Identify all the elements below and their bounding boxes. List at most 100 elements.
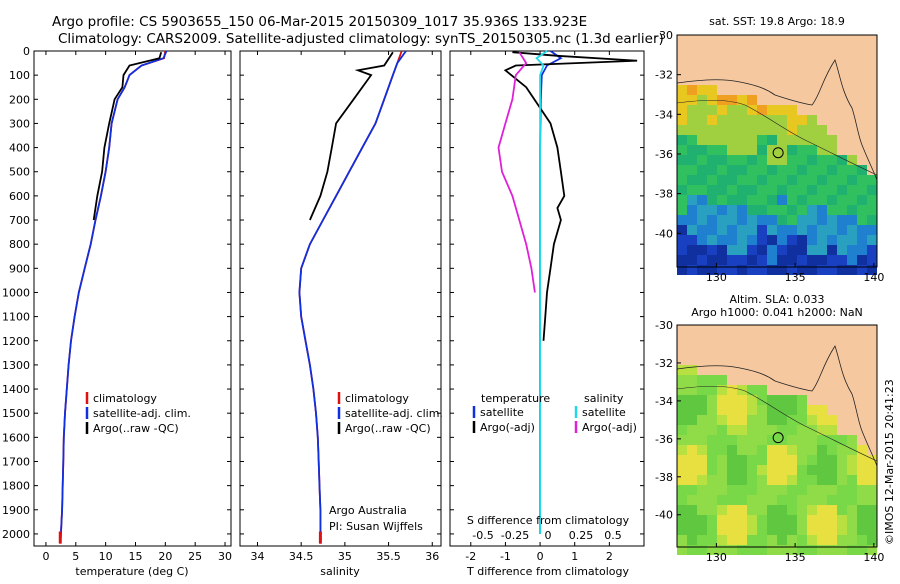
map-cell [677, 255, 687, 265]
map-cell [767, 535, 777, 545]
map-cell [747, 245, 757, 255]
map-cell [677, 245, 687, 255]
map-cell [867, 485, 877, 495]
map-cell [687, 445, 697, 455]
map-cell [717, 495, 727, 505]
map-cell [747, 155, 757, 165]
map-cell [687, 525, 697, 535]
map-cell [707, 215, 717, 225]
map-cell [847, 165, 857, 175]
map-cell [717, 205, 727, 215]
map-cell [757, 175, 767, 185]
map-cell [847, 245, 857, 255]
map-cell [707, 505, 717, 515]
map-cell [717, 175, 727, 185]
map-cell [787, 485, 797, 495]
sst-argo-position-marker [772, 147, 784, 159]
map-cell [797, 445, 807, 455]
map-cell [827, 525, 837, 535]
map-cell [867, 545, 877, 555]
map-cell [727, 145, 737, 155]
map-cell [807, 495, 817, 505]
map-cell [757, 185, 767, 195]
x-tick-label: -1 [500, 550, 511, 563]
x-tick-label: 35 [338, 550, 352, 563]
map-cell [687, 155, 697, 165]
map-cell [737, 525, 747, 535]
map-cell [807, 465, 817, 475]
map-cell [767, 265, 777, 275]
map-cell [817, 435, 827, 445]
map-cell [757, 115, 767, 125]
map-cell [867, 245, 877, 255]
map-cell [747, 415, 757, 425]
map-cell [677, 205, 687, 215]
map-cell [687, 545, 697, 555]
map-cell [857, 175, 867, 185]
map-cell [837, 265, 847, 275]
series-line-salinity-satellite [535, 50, 548, 534]
map-cell [757, 215, 767, 225]
map-cell [777, 465, 787, 475]
map-cell [797, 455, 807, 465]
map-cell [697, 485, 707, 495]
map-cell [687, 235, 697, 245]
series-line-temperature-argo-adj- [503, 51, 638, 341]
map-cell [867, 255, 877, 265]
sla-map-title-line1: Altim. SLA: 0.033 [729, 293, 824, 306]
map-cell [697, 385, 707, 395]
map-cell [857, 205, 867, 215]
map-cell [777, 545, 787, 555]
map-cell [757, 385, 767, 395]
map-cell [817, 495, 827, 505]
legend-label-s-argo: Argo(-adj) [582, 421, 637, 434]
map-cell [697, 165, 707, 175]
map-cell [827, 235, 837, 245]
map-cell [757, 535, 767, 545]
map-cell [847, 515, 857, 525]
map-cell [677, 235, 687, 245]
map-cell [787, 395, 797, 405]
map-cell [677, 435, 687, 445]
map-cell [787, 255, 797, 265]
map-cell [847, 465, 857, 475]
map-cell [677, 465, 687, 475]
map-cell [867, 205, 877, 215]
map-cell [777, 445, 787, 455]
map-cell [847, 155, 857, 165]
map-cell [727, 235, 737, 245]
map-cell [757, 455, 767, 465]
map-cell [857, 525, 867, 535]
map-cell [747, 435, 757, 445]
map-cell [767, 105, 777, 115]
map-cell [727, 395, 737, 405]
map-cell [777, 135, 787, 145]
map-cell [737, 145, 747, 155]
map-cell [677, 505, 687, 515]
map-cell [727, 215, 737, 225]
map-cell [717, 105, 727, 115]
map-cell [707, 435, 717, 445]
map-cell [847, 435, 857, 445]
map-cell [727, 415, 737, 425]
map-cell [857, 265, 867, 275]
map-cell [847, 495, 857, 505]
map-cell [817, 205, 827, 215]
map-cell [807, 165, 817, 175]
map-cell [747, 175, 757, 185]
map-cell [717, 455, 727, 465]
map-cell [697, 515, 707, 525]
map-cell [747, 545, 757, 555]
map-cell [697, 135, 707, 145]
map-cell [797, 165, 807, 175]
map-cell [807, 235, 817, 245]
map-cell [797, 505, 807, 515]
map-cell [717, 135, 727, 145]
map-cell [757, 245, 767, 255]
map-cell [807, 445, 817, 455]
map-cell [747, 505, 757, 515]
map-cell [687, 85, 697, 95]
map-cell [777, 195, 787, 205]
map-cell [797, 415, 807, 425]
map-cell [707, 475, 717, 485]
